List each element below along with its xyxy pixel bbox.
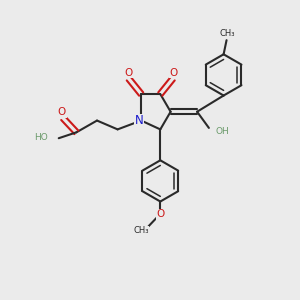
Text: N: N xyxy=(134,114,143,127)
Text: O: O xyxy=(124,68,132,78)
Text: O: O xyxy=(169,68,177,78)
Text: OH: OH xyxy=(215,127,229,136)
Text: CH₃: CH₃ xyxy=(219,29,235,38)
Text: HO: HO xyxy=(34,133,47,142)
Text: CH₃: CH₃ xyxy=(134,226,149,235)
Text: O: O xyxy=(58,107,66,117)
Text: O: O xyxy=(156,209,164,220)
